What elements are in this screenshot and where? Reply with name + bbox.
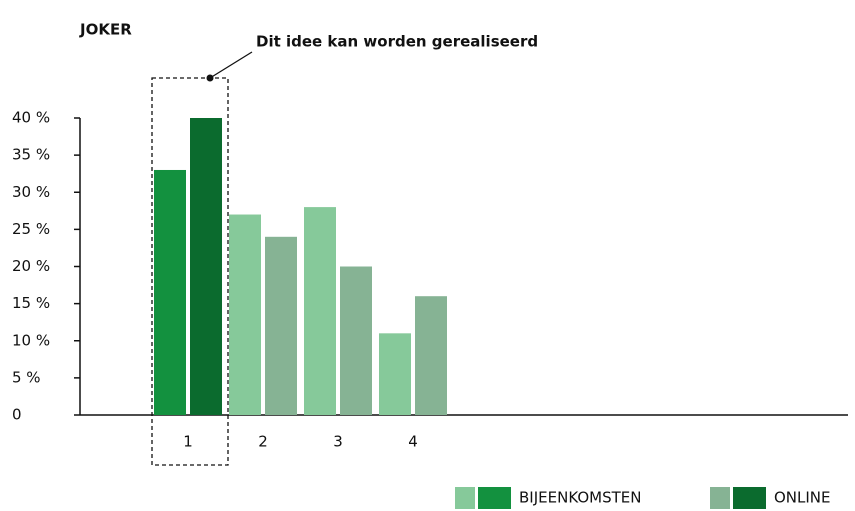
legend-label: ONLINE [774,489,831,507]
legend-swatch [733,487,766,509]
bar [154,169,186,415]
legend-swatch [478,487,511,509]
bar [190,118,222,415]
chart-title: JOKER [79,21,132,39]
annotation: Dit idee kan worden gerealiseerd [256,33,538,51]
y-tick-label: 5 % [12,368,41,386]
highlight-box [151,77,229,466]
y-tick-label: 25 % [12,220,50,238]
y-tick-label: 40 % [12,109,50,127]
y-tick-label: 20 % [12,257,50,275]
bar [340,266,372,415]
y-tick-label: 30 % [12,183,50,201]
x-tick-label: 2 [258,433,268,451]
bar [379,333,411,415]
bar [265,236,297,415]
x-tick-label: 4 [408,433,418,451]
bar [415,296,447,415]
legend-swatch [710,487,730,509]
legend-swatch [455,487,475,509]
y-tick-label: 35 % [12,146,50,164]
bar [304,207,336,415]
bar [229,214,261,415]
y-tick-label: 0 [12,406,22,424]
x-tick-label: 1 [183,433,193,451]
annotation-dot [206,74,214,82]
x-tick-label: 3 [333,433,343,451]
y-tick-label: 10 % [12,331,50,349]
legend-label: BIJEENKOMSTEN [519,489,641,507]
y-tick-label: 15 % [12,294,50,312]
annotation-line [209,51,253,79]
